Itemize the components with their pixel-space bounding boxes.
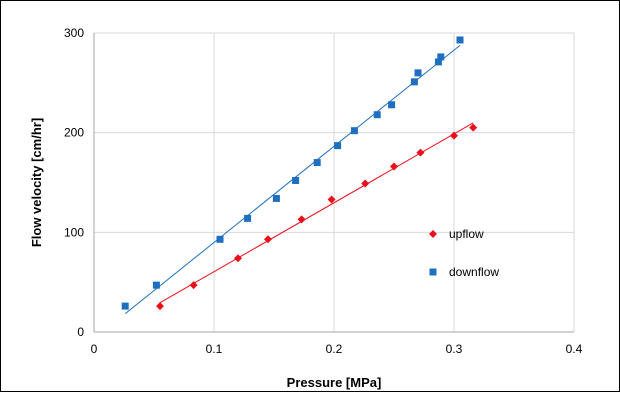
point-downflow <box>121 302 129 310</box>
y-tick-label: 200 <box>64 126 84 140</box>
legend-item-downflow: downflow <box>429 265 499 279</box>
y-tick-label: 300 <box>64 26 84 40</box>
point-downflow <box>456 36 464 44</box>
point-downflow <box>414 69 422 77</box>
point-upflow <box>390 162 398 171</box>
y-axis-title: Flow velocity [cm/hr] <box>29 118 44 247</box>
legend-marker-upflow <box>429 230 437 238</box>
point-upflow <box>189 281 198 290</box>
point-downflow <box>313 159 321 167</box>
y-tick-label: 0 <box>77 325 84 339</box>
x-tick-label: 0.2 <box>326 342 343 356</box>
point-downflow <box>272 194 280 202</box>
point-downflow <box>216 235 224 243</box>
point-upflow <box>156 302 164 311</box>
point-downflow <box>292 177 300 185</box>
x-tick-label: 0 <box>91 342 98 356</box>
point-upflow <box>297 215 306 224</box>
point-upflow <box>416 148 425 157</box>
point-upflow <box>264 235 272 244</box>
x-tick-label: 0.3 <box>446 342 463 356</box>
legend-label-upflow: upflow <box>449 227 484 241</box>
point-downflow <box>437 53 445 61</box>
point-upflow <box>469 123 478 132</box>
point-downflow <box>350 127 358 135</box>
point-upflow <box>450 131 458 140</box>
point-downflow <box>334 142 342 150</box>
axes <box>93 33 574 333</box>
gridlines <box>94 32 575 332</box>
point-downflow <box>152 281 160 289</box>
point-downflow <box>434 58 442 66</box>
legend-item-upflow: upflow <box>429 227 484 241</box>
trendline-upflow <box>159 122 474 304</box>
legend-label-downflow: downflow <box>449 265 499 279</box>
legend: upflow downflow <box>429 227 499 279</box>
tick-labels: 0 0.1 0.2 0.3 0.4 0 100 200 300 <box>64 26 583 356</box>
y-tick-label: 100 <box>64 225 84 239</box>
point-upflow <box>234 254 242 263</box>
point-downflow <box>373 111 381 119</box>
point-downflow <box>410 78 418 86</box>
point-downflow <box>388 101 396 109</box>
point-upflow <box>361 179 370 188</box>
point-downflow <box>244 214 252 222</box>
x-tick-label: 0.1 <box>206 342 223 356</box>
trendlines <box>124 44 474 315</box>
point-upflow <box>327 195 336 204</box>
legend-marker-downflow <box>429 268 437 276</box>
x-axis-title: Pressure [MPa] <box>287 375 382 390</box>
x-tick-label: 0.4 <box>566 342 583 356</box>
data-points <box>121 36 478 311</box>
